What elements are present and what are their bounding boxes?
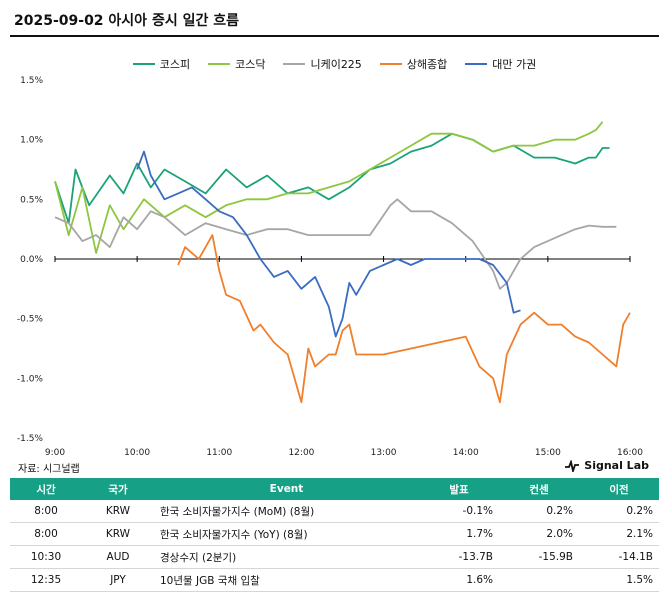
x-tick-label: 14:00 xyxy=(453,448,479,458)
legend-swatch xyxy=(208,63,231,65)
page-title: 2025-09-02 아시아 증시 일간 흐름 xyxy=(14,13,239,29)
table-row: 8:00 KRW 한국 소비자물가지수 (MoM) (8월) -0.1% 0.2… xyxy=(10,500,659,523)
cell-country: JPY xyxy=(82,568,154,592)
y-tick-label: -0.5% xyxy=(17,315,44,325)
cell-event: 한국 소비자물가지수 (MoM) (8월) xyxy=(154,500,419,523)
chart-legend: 코스피 코스닥 니케이225 상해종합 대만 가권 xyxy=(0,56,669,72)
col-header-country: 국가 xyxy=(82,478,154,500)
y-tick-label: 0.5% xyxy=(20,195,43,205)
cell-actual: -0.1% xyxy=(419,500,499,523)
cell-country: KRW xyxy=(82,522,154,546)
cell-actual: 1.6% xyxy=(419,568,499,592)
y-tick-label: 1.0% xyxy=(20,136,43,146)
cell-country: KRW xyxy=(82,500,154,523)
cell-previous: 1.5% xyxy=(579,568,659,592)
legend-item: 코스닥 xyxy=(208,56,265,72)
cell-time: 8:00 xyxy=(10,500,82,523)
x-tick-label: 9:00 xyxy=(45,448,65,458)
cell-consensus: 0.2% xyxy=(499,500,579,523)
y-tick-label: 0.0% xyxy=(20,255,43,265)
x-tick-label: 11:00 xyxy=(206,448,232,458)
legend-label: 상해종합 xyxy=(406,58,448,71)
source-note: 자료: 시그널랩 xyxy=(18,464,80,475)
cell-consensus xyxy=(499,568,579,592)
brand-name: Signal Lab xyxy=(584,459,649,472)
pulse-icon xyxy=(565,459,580,472)
series-line-4 xyxy=(136,150,521,338)
x-tick-label: 16:00 xyxy=(617,448,643,458)
legend-label: 코스피 xyxy=(159,58,191,71)
cell-previous: 2.1% xyxy=(579,522,659,546)
legend-item: 코스피 xyxy=(132,56,191,72)
economic-events-table: 시간 국가 Event 발표 컨센 이전 8:00 KRW 한국 소비자물가지수… xyxy=(10,478,659,592)
cell-event: 한국 소비자물가지수 (YoY) (8월) xyxy=(154,522,419,546)
cell-event: 10년물 JGB 국채 입찰 xyxy=(154,568,419,592)
y-tick-label: 1.5% xyxy=(20,76,43,86)
col-header-previous: 이전 xyxy=(579,478,659,500)
table-row: 10:30 AUD 경상수지 (2분기) -13.7B -15.9B -14.1… xyxy=(10,545,659,569)
cell-previous: 0.2% xyxy=(579,500,659,523)
table-header-row: 시간 국가 Event 발표 컨센 이전 xyxy=(10,478,659,500)
x-tick-label: 10:00 xyxy=(124,448,150,458)
cell-event: 경상수지 (2분기) xyxy=(154,545,419,569)
brand-logo: Signal Lab xyxy=(564,459,649,472)
legend-label: 코스닥 xyxy=(235,58,266,71)
col-header-consensus: 컨센 xyxy=(499,478,579,500)
cell-time: 10:30 xyxy=(10,545,82,569)
x-tick-label: 12:00 xyxy=(288,448,314,458)
legend-item: 대만 가권 xyxy=(465,56,536,72)
cell-time: 8:00 xyxy=(10,522,82,546)
y-tick-label: -1.0% xyxy=(17,374,44,384)
x-tick-label: 13:00 xyxy=(371,448,397,458)
series-line-1 xyxy=(54,121,604,254)
series-line-3 xyxy=(177,234,631,404)
legend-swatch xyxy=(379,63,402,65)
legend-swatch xyxy=(132,63,155,65)
col-header-time: 시간 xyxy=(10,478,82,500)
col-header-actual: 발표 xyxy=(419,478,499,500)
legend-swatch xyxy=(465,63,488,65)
legend-swatch xyxy=(283,63,306,65)
legend-item: 니케이225 xyxy=(283,56,362,72)
line-chart: 1.5% 1.0% 0.5% 0.0% -0.5% -1.0% -1.5%9:00 10:00… xyxy=(17,76,643,458)
series-line-2 xyxy=(54,198,617,290)
table-row: 12:35 JPY 10년물 JGB 국채 입찰 1.6% 1.5% xyxy=(10,568,659,592)
cell-country: AUD xyxy=(82,545,154,569)
title-divider xyxy=(10,35,659,37)
legend-label: 니케이225 xyxy=(310,58,362,71)
cell-actual: -13.7B xyxy=(419,545,499,569)
col-header-event: Event xyxy=(154,478,419,500)
cell-previous: -14.1B xyxy=(579,545,659,569)
cell-consensus: 2.0% xyxy=(499,522,579,546)
legend-label: 대만 가권 xyxy=(492,58,537,71)
series-line-0 xyxy=(54,132,610,225)
table-row: 8:00 KRW 한국 소비자물가지수 (YoY) (8월) 1.7% 2.0%… xyxy=(10,522,659,546)
x-tick-label: 15:00 xyxy=(535,448,561,458)
y-tick-label: -1.5% xyxy=(17,434,44,444)
cell-consensus: -15.9B xyxy=(499,545,579,569)
cell-actual: 1.7% xyxy=(419,522,499,546)
legend-item: 상해종합 xyxy=(379,56,448,72)
cell-time: 12:35 xyxy=(10,568,82,592)
